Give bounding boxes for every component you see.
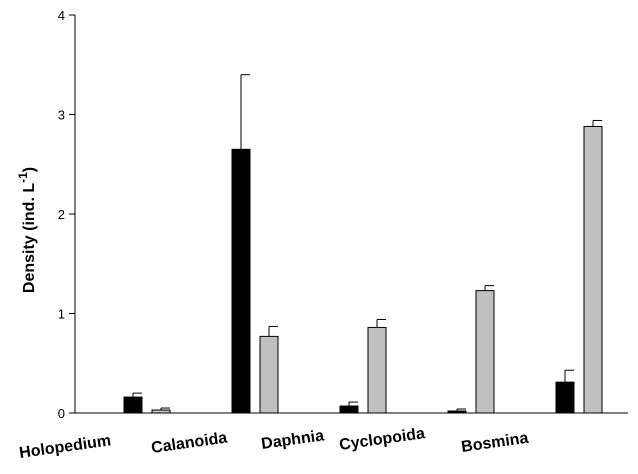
x-tick-label-cyclopoida: Cyclopoida <box>338 425 426 454</box>
y-axis-title-main: Density (ind. L <box>21 183 38 293</box>
bar-daphnia-series-1 <box>339 405 359 414</box>
y-tick-label: 3 <box>58 108 65 123</box>
bar-cyclopoida-series-2 <box>475 290 495 414</box>
bar-bosmina-series-1 <box>555 381 575 414</box>
bar-calanoida-series-1 <box>231 148 251 414</box>
x-tick-label-daphnia: Daphnia <box>260 427 325 453</box>
x-tick-label-bosmina: Bosmina <box>460 430 529 456</box>
bar-daphnia-series-2 <box>367 326 387 414</box>
y-axis-title-suffix: ) <box>21 167 38 172</box>
y-tick-label: 4 <box>58 8 65 23</box>
y-axis-ticks: 0 1 2 3 4 <box>58 8 75 421</box>
bar-holopedium-series-1 <box>123 396 143 414</box>
bar-bosmina-series-2 <box>583 125 603 414</box>
x-tick-label-holopedium: Holopedium <box>18 432 112 462</box>
bar-calanoida-series-2 <box>259 335 279 414</box>
error-bars-layer <box>132 74 602 412</box>
y-tick-label: 2 <box>58 207 65 222</box>
x-tick-label-calanoida: Calanoida <box>150 429 228 456</box>
y-axis-title: Density (ind. L-1) <box>16 167 38 293</box>
y-tick-label: 0 <box>58 406 65 421</box>
y-axis-title-superscript: -1 <box>16 172 30 183</box>
category-labels: Holopedium Calanoida Daphnia Cyclopoida Bosm… <box>18 425 529 462</box>
bars-layer <box>123 125 603 414</box>
y-tick-label: 1 <box>58 307 65 322</box>
